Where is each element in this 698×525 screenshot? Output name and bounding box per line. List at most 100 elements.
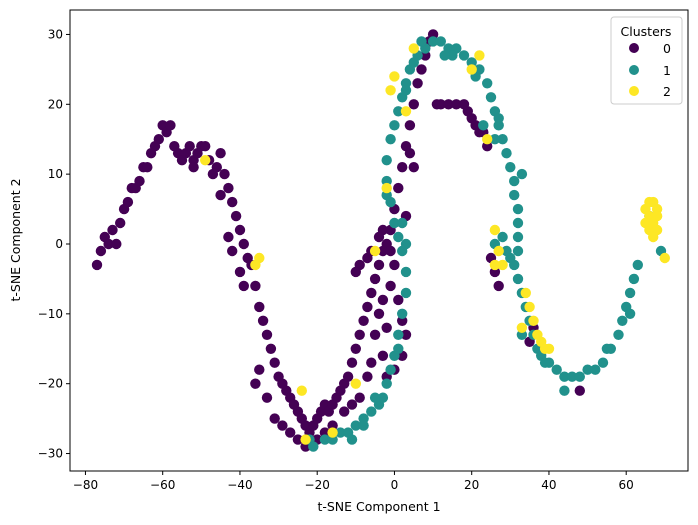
point-cluster-2 [474,50,485,61]
legend: Clusters 0 1 2 [610,16,683,105]
point-cluster-0 [254,364,265,375]
point-cluster-0 [404,148,416,159]
point-cluster-2 [385,85,396,96]
point-cluster-0 [165,120,176,131]
point-cluster-0 [215,189,226,201]
point-cluster-1 [416,36,427,47]
point-cluster-1 [590,364,601,375]
point-cluster-0 [393,294,404,306]
point-cluster-1 [335,427,346,438]
point-cluster-0 [223,182,234,194]
point-cluster-0 [153,134,164,145]
point-cluster-0 [354,329,365,340]
point-cluster-2 [369,245,381,257]
point-cluster-1 [427,36,439,47]
legend-title: Clusters [621,24,672,39]
point-cluster-0 [261,329,273,340]
point-cluster-0 [234,266,246,278]
point-cluster-1 [574,371,585,382]
point-cluster-0 [91,259,103,271]
point-cluster-1 [400,85,412,96]
point-cluster-2 [400,106,412,117]
point-cluster-0 [292,434,304,445]
point-cluster-1 [366,406,377,417]
x-tick-label: −20 [305,478,330,492]
point-cluster-0 [435,99,446,110]
point-cluster-1 [308,441,319,452]
point-cluster-0 [381,322,392,333]
x-tick-label: 60 [619,478,634,492]
point-cluster-0 [257,315,269,326]
point-cluster-0 [111,238,122,250]
point-cluster-1 [489,134,501,145]
point-cluster-0 [342,371,354,382]
point-cluster-0 [250,280,261,292]
point-cluster-0 [385,280,396,292]
legend-box [610,16,683,105]
point-cluster-0 [142,162,153,173]
y-tick-label: 10 [48,167,63,181]
point-cluster-0 [277,420,288,431]
point-cluster-1 [624,308,636,319]
point-cluster-0 [346,399,358,410]
x-tick-label: −60 [150,478,175,492]
ticks-layer: −80 −60 −40 −20 0 20 40 60 −30 −20 −10 0 10 20 30 [38,27,634,492]
point-cluster-0 [269,357,280,368]
point-cluster-0 [369,273,381,285]
point-cluster-1 [435,36,446,47]
point-cluster-0 [230,210,242,222]
point-cluster-0 [254,301,265,313]
point-cluster-2 [466,64,477,75]
point-cluster-2 [528,315,539,326]
point-cluster-1 [624,287,636,299]
x-tick-label: −80 [73,478,98,492]
point-cluster-0 [377,294,389,306]
point-cluster-0 [265,343,277,354]
point-cluster-1 [505,162,516,173]
point-cluster-1 [346,434,358,445]
point-cluster-0 [250,378,261,389]
point-cluster-2 [524,301,535,313]
point-cluster-0 [412,78,423,89]
point-cluster-2 [520,287,531,299]
point-cluster-2 [300,434,311,445]
point-cluster-1 [447,50,458,61]
point-cluster-1 [516,168,528,180]
legend-marker-0 [629,43,639,53]
y-tick-label: 20 [48,97,63,111]
point-cluster-0 [377,350,389,361]
point-cluster-1 [512,203,524,215]
point-cluster-1 [389,217,400,229]
point-cluster-0 [373,231,385,243]
point-cluster-2 [543,343,555,354]
point-cluster-1 [397,217,408,229]
point-cluster-0 [339,406,350,417]
point-cluster-0 [408,99,419,110]
point-cluster-0 [416,64,427,75]
x-tick-label: 40 [541,478,556,492]
point-cluster-0 [227,196,238,208]
y-axis-label: t-SNE Component 2 [8,178,23,301]
plot-frame [69,9,689,472]
legend-marker-2 [629,86,639,96]
point-cluster-0 [223,231,234,243]
point-cluster-1 [393,106,404,117]
point-cluster-0 [493,280,504,292]
point-cluster-1 [389,120,400,131]
point-cluster-0 [350,266,361,278]
point-cluster-0 [393,182,404,194]
x-tick-label: 20 [464,478,479,492]
point-cluster-1 [512,273,524,285]
point-cluster-1 [501,245,512,257]
point-cluster-1 [400,287,412,299]
point-cluster-2 [659,252,670,264]
point-cluster-0 [362,301,373,313]
point-cluster-2 [408,43,419,54]
point-cluster-0 [362,252,373,264]
point-cluster-1 [485,92,497,103]
point-cluster-0 [389,259,400,271]
x-tick-label: −40 [227,478,252,492]
point-cluster-1 [613,329,624,340]
point-cluster-2 [497,259,508,271]
